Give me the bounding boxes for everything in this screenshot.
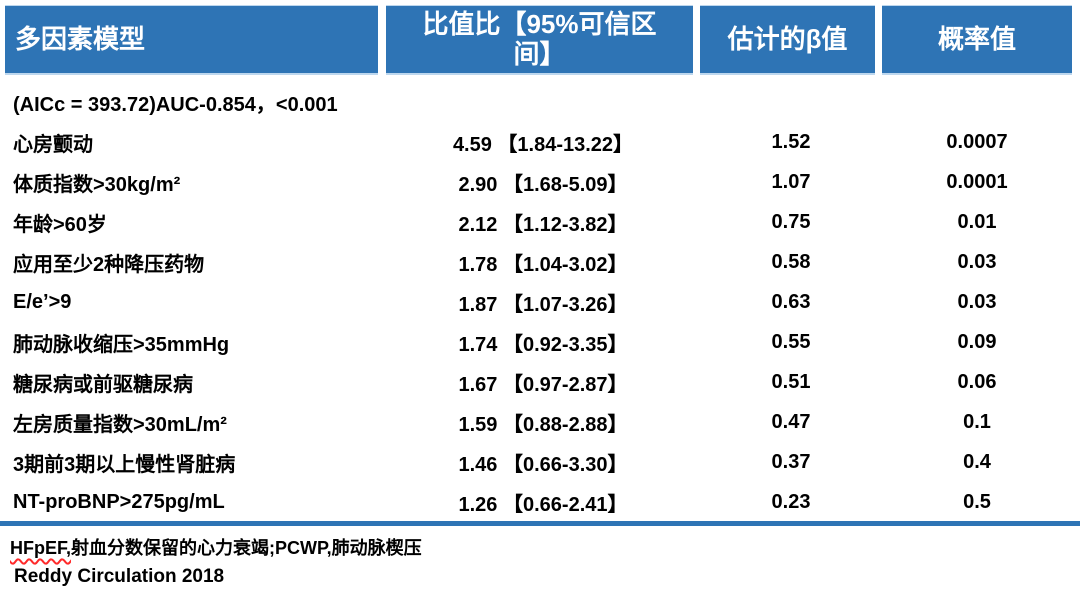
column-header-beta: 估计的β值 bbox=[700, 5, 875, 75]
p-value-cell: 0.09 bbox=[957, 330, 997, 353]
p-value-cell: 0.5 bbox=[963, 490, 991, 513]
odds-ratio-cell: 1.67 【0.97-2.87】 bbox=[458, 373, 628, 396]
table-row: 左房质量指数>30mL/m² 1.59 【0.88-2.88】 0.47 0.1 bbox=[5, 402, 1072, 442]
p-value-cell: 0.03 bbox=[957, 250, 997, 273]
p-value-cell: 0.0001 bbox=[946, 170, 1008, 193]
footnote-term-hfpef: HFpEF, bbox=[10, 538, 71, 558]
odds-ratio-cell: 1.74 【0.92-3.35】 bbox=[458, 333, 628, 356]
odds-ratio-cell: 1.59 【0.88-2.88】 bbox=[458, 413, 628, 436]
table-header-row: 多因素模型 比值比【95%可信区间】 估计的β值 概率值 bbox=[5, 5, 1072, 75]
table-row: 糖尿病或前驱糖尿病 1.67 【0.97-2.87】 0.51 0.06 bbox=[5, 362, 1072, 402]
odds-ratio-cell: 2.12 【1.12-3.82】 bbox=[458, 213, 628, 236]
table-row: 肺动脉收缩压>35mmHg 1.74 【0.92-3.35】 0.55 0.09 bbox=[5, 322, 1072, 362]
model-fit-row: (AICc = 393.72)AUC-0.854，<0.001 bbox=[5, 82, 1072, 122]
beta-cell: 0.55 bbox=[771, 330, 811, 353]
odds-ratio-cell: 1.78 【1.04-3.02】 bbox=[458, 253, 628, 276]
odds-ratio-cell: 4.59 【1.84-13.22】 bbox=[452, 133, 634, 156]
column-header-odds-ratio-label: 比值比【95%可信区间】 bbox=[422, 8, 657, 69]
beta-cell: 1.07 bbox=[771, 170, 811, 193]
table-row: 年龄>60岁 2.12 【1.12-3.82】 0.75 0.01 bbox=[5, 202, 1072, 242]
citation-text: Reddy Circulation 2018 bbox=[14, 566, 225, 587]
beta-cell: 0.23 bbox=[771, 490, 811, 513]
factor-cell: 年龄>60岁 bbox=[13, 213, 107, 236]
table-body: (AICc = 393.72)AUC-0.854，<0.001 心房颤动 4.5… bbox=[5, 82, 1072, 522]
beta-cell: 1.52 bbox=[771, 130, 811, 153]
odds-ratio-cell: 1.46 【0.66-3.30】 bbox=[458, 453, 628, 476]
factor-cell: NT-proBNP>275pg/mL bbox=[13, 490, 225, 513]
factor-cell: 左房质量指数>30mL/m² bbox=[13, 413, 227, 436]
column-header-p-value-label: 概率值 bbox=[937, 23, 1016, 54]
odds-ratio-cell: 1.26 【0.66-2.41】 bbox=[458, 493, 628, 516]
beta-cell: 0.63 bbox=[771, 290, 811, 313]
factor-cell: 心房颤动 bbox=[13, 133, 93, 156]
beta-cell: 0.58 bbox=[771, 250, 811, 273]
factor-cell: E/e’>9 bbox=[13, 290, 72, 313]
table-row: 体质指数>30kg/m² 2.90 【1.68-5.09】 1.07 0.000… bbox=[5, 162, 1072, 202]
table-row: 应用至少2种降压药物 1.78 【1.04-3.02】 0.58 0.03 bbox=[5, 242, 1072, 282]
model-fit-text: (AICc = 393.72)AUC-0.854，<0.001 bbox=[13, 93, 338, 116]
table-row: 心房颤动 4.59 【1.84-13.22】 1.52 0.0007 bbox=[5, 122, 1072, 162]
beta-cell: 0.47 bbox=[771, 410, 811, 433]
odds-ratio-cell: 2.90 【1.68-5.09】 bbox=[458, 173, 628, 196]
factor-cell: 体质指数>30kg/m² bbox=[13, 173, 181, 196]
column-header-odds-ratio: 比值比【95%可信区间】 bbox=[386, 5, 693, 75]
factor-cell: 应用至少2种降压药物 bbox=[13, 253, 205, 276]
p-value-cell: 0.1 bbox=[963, 410, 991, 433]
p-value-cell: 0.4 bbox=[963, 450, 991, 473]
factor-cell: 糖尿病或前驱糖尿病 bbox=[13, 373, 193, 396]
factor-cell: 3期前3期以上慢性肾脏病 bbox=[13, 453, 236, 476]
odds-ratio-cell: 1.87 【1.07-3.26】 bbox=[458, 293, 628, 316]
beta-cell: 0.37 bbox=[771, 450, 811, 473]
beta-cell: 0.51 bbox=[771, 370, 811, 393]
bottom-divider-line bbox=[0, 521, 1080, 526]
p-value-cell: 0.06 bbox=[957, 370, 997, 393]
column-header-model-label: 多因素模型 bbox=[15, 23, 146, 54]
p-value-cell: 0.03 bbox=[957, 290, 997, 313]
p-value-cell: 0.01 bbox=[957, 210, 997, 233]
factor-cell: 肺动脉收缩压>35mmHg bbox=[13, 333, 230, 356]
table-row: 3期前3期以上慢性肾脏病 1.46 【0.66-3.30】 0.37 0.4 bbox=[5, 442, 1072, 482]
column-header-model: 多因素模型 bbox=[5, 5, 378, 75]
beta-cell: 0.75 bbox=[771, 210, 811, 233]
column-header-beta-label: 估计的β值 bbox=[727, 23, 848, 54]
p-value-cell: 0.0007 bbox=[946, 130, 1008, 153]
table-row: NT-proBNP>275pg/mL 1.26 【0.66-2.41】 0.23… bbox=[5, 482, 1072, 522]
column-header-p-value: 概率值 bbox=[882, 5, 1072, 75]
abbreviations-footnote: HFpEF,射血分数保留的心力衰竭;PCWP,肺动脉楔压 bbox=[10, 534, 422, 560]
footnote-abbreviations-text: 射血分数保留的心力衰竭;PCWP,肺动脉楔压 bbox=[71, 538, 422, 558]
table-row: E/e’>9 1.87 【1.07-3.26】 0.63 0.03 bbox=[5, 282, 1072, 322]
